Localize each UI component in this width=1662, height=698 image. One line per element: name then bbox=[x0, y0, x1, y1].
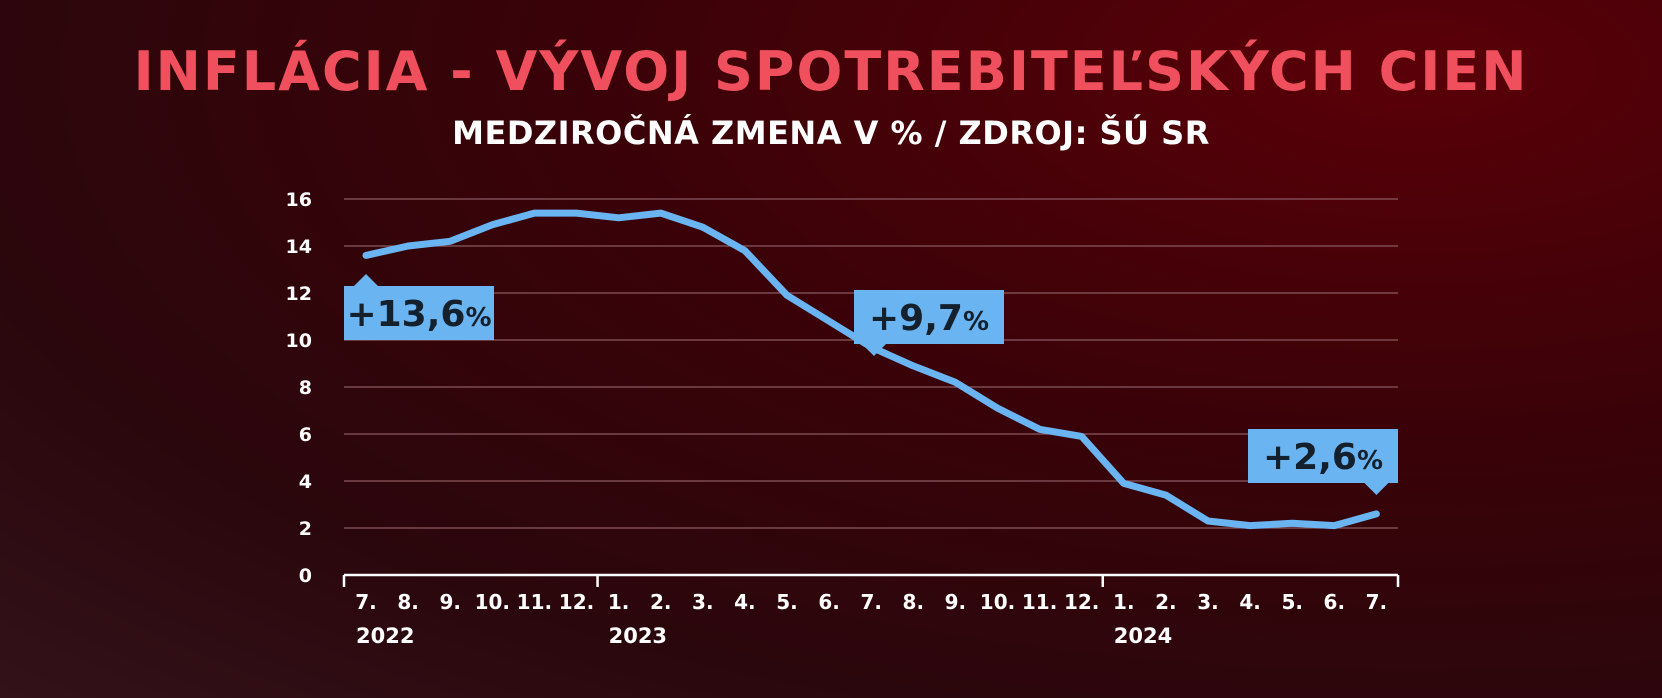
callout-pointer bbox=[1364, 483, 1389, 495]
callout-value: +9,7 bbox=[869, 298, 963, 339]
x-tick-label: 2. bbox=[1155, 590, 1177, 614]
callout-value: +2,6 bbox=[1263, 437, 1357, 478]
y-tick-label: 8 bbox=[299, 377, 312, 399]
callout-value: +13,6 bbox=[346, 294, 465, 335]
callout-label: +9,7% bbox=[869, 298, 989, 339]
x-tick-label: 6. bbox=[818, 590, 840, 614]
x-tick-label: 11. bbox=[1022, 590, 1057, 614]
x-year-label: 2024 bbox=[1114, 624, 1172, 648]
x-tick-label: 12. bbox=[559, 590, 594, 614]
x-tick-label: 1. bbox=[1113, 590, 1135, 614]
x-tick-label: 7. bbox=[1366, 590, 1388, 614]
callout-unit: % bbox=[963, 307, 989, 337]
callout-pointer bbox=[862, 344, 886, 356]
x-tick-label: 3. bbox=[692, 590, 714, 614]
x-tick-label: 5. bbox=[776, 590, 798, 614]
x-year-label: 2022 bbox=[356, 624, 414, 648]
inflation-series-line bbox=[362, 209, 1380, 530]
y-tick-label: 2 bbox=[299, 518, 312, 540]
y-tick-label: 6 bbox=[299, 424, 312, 446]
x-tick-label: 4. bbox=[734, 590, 756, 614]
y-tick-label: 16 bbox=[286, 189, 312, 211]
x-tick-label: 8. bbox=[903, 590, 925, 614]
x-tick-label: 10. bbox=[980, 590, 1015, 614]
x-tick-label: 4. bbox=[1239, 590, 1261, 614]
x-tick-label: 12. bbox=[1064, 590, 1099, 614]
x-tick-label: 9. bbox=[439, 590, 461, 614]
callout-box bbox=[344, 286, 494, 340]
chart-subtitle: MEDZIROČNÁ ZMENA V % / ZDROJ: ŠÚ SR bbox=[452, 114, 1210, 152]
callout-unit: % bbox=[1357, 446, 1383, 476]
callout-box bbox=[1248, 429, 1398, 483]
x-tick-label: 3. bbox=[1197, 590, 1219, 614]
callout-label: +13,6% bbox=[346, 294, 491, 335]
x-tick-label: 2. bbox=[650, 590, 672, 614]
y-tick-label: 4 bbox=[299, 471, 312, 493]
y-tick-label: 14 bbox=[286, 236, 312, 258]
callout-label: +2,6% bbox=[1263, 437, 1383, 478]
x-tick-label: 6. bbox=[1324, 590, 1346, 614]
x-tick-label: 11. bbox=[517, 590, 552, 614]
y-tick-label: 0 bbox=[299, 565, 312, 587]
y-tick-label: 10 bbox=[286, 330, 312, 352]
x-tick-label: 9. bbox=[945, 590, 967, 614]
x-tick-label: 1. bbox=[608, 590, 630, 614]
x-tick-label: 8. bbox=[397, 590, 419, 614]
callout-pointer bbox=[354, 274, 378, 286]
x-tick-label: 7. bbox=[860, 590, 882, 614]
x-tick-label: 7. bbox=[355, 590, 377, 614]
callout-box bbox=[854, 290, 1004, 344]
x-tick-label: 10. bbox=[475, 590, 510, 614]
x-tick-label: 5. bbox=[1281, 590, 1303, 614]
callout-unit: % bbox=[465, 303, 491, 333]
chart-title: INFLÁCIA - VÝVOJ SPOTREBITEĽSKÝCH CIEN bbox=[133, 40, 1529, 103]
x-year-label: 2023 bbox=[609, 624, 667, 648]
y-tick-label: 12 bbox=[286, 283, 312, 305]
